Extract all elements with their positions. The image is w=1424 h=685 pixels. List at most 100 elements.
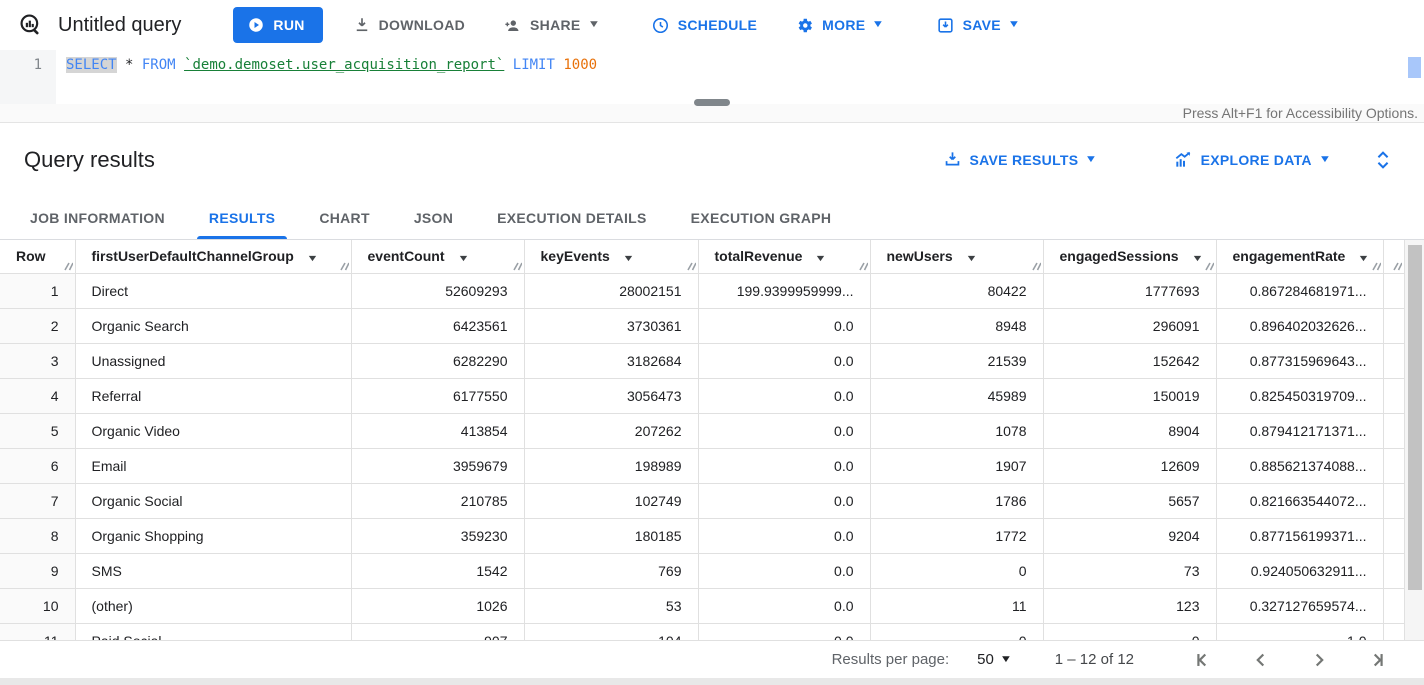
expand-collapse-button[interactable] xyxy=(1368,145,1398,175)
column-header-eventCount[interactable]: eventCount ▼ xyxy=(351,240,525,274)
table-cell: 73 xyxy=(1043,553,1217,589)
previous-page-button[interactable] xyxy=(1246,645,1276,675)
table-vertical-scrollbar[interactable] xyxy=(1404,240,1424,640)
tab-chart[interactable]: CHART xyxy=(319,209,370,226)
panel-resize-handle[interactable] xyxy=(694,99,730,106)
column-label: eventCount xyxy=(367,248,445,265)
tab-results[interactable]: RESULTS xyxy=(187,196,297,239)
table-cell: Direct xyxy=(75,273,352,309)
table-cell: 413854 xyxy=(351,413,525,449)
column-header-engagedSessions[interactable]: engagedSessions ▼ xyxy=(1043,240,1217,274)
table-cell: Organic Social xyxy=(75,483,352,519)
table-cell: 0.867284681971... xyxy=(1216,273,1384,309)
column-resize-handle[interactable] xyxy=(1369,261,1381,271)
table-cell: 21539 xyxy=(870,343,1044,379)
table-cell: 1078 xyxy=(870,413,1044,449)
table-cell xyxy=(1383,448,1405,484)
table-cell: 104 xyxy=(524,623,699,640)
table-cell: 0 xyxy=(1043,623,1217,640)
download-icon xyxy=(353,16,371,34)
column-label: engagedSessions xyxy=(1059,248,1179,265)
table-cell: 198989 xyxy=(524,448,699,484)
column-header-newUsers[interactable]: newUsers ▼ xyxy=(870,240,1044,274)
sort-caret-icon[interactable]: ▼ xyxy=(964,252,978,263)
table-cell: 0.0 xyxy=(698,623,871,640)
column-resize-handle[interactable] xyxy=(61,261,73,271)
table-cell: 0.924050632911... xyxy=(1216,553,1384,589)
table-cell: 210785 xyxy=(351,483,525,519)
sql-editor[interactable]: 1 SELECT * FROM `demo.demoset.user_acqui… xyxy=(0,50,1424,104)
sort-caret-icon[interactable]: ▼ xyxy=(1190,252,1204,263)
table-row: 2 Organic Search 6423561 3730361 0.0 8948 2960… xyxy=(0,308,1405,344)
next-page-button[interactable] xyxy=(1304,645,1334,675)
query-toolbar: Untitled query RUN DOWNLOAD SHARE ▼ SCHE… xyxy=(0,0,1424,50)
table-header-row: Row firstUserDefaultChannelGroup ▼ eventCou… xyxy=(0,240,1405,274)
save-results-button[interactable]: SAVE RESULTS ▼ xyxy=(931,142,1109,177)
table-cell: 102749 xyxy=(524,483,699,519)
explore-data-button[interactable]: EXPLORE DATA ▼ xyxy=(1161,142,1342,178)
column-label: keyEvents xyxy=(540,248,610,265)
table-cell: 28002151 xyxy=(524,273,699,309)
table-cell: 52609293 xyxy=(351,273,525,309)
sort-caret-icon[interactable]: ▼ xyxy=(814,252,828,263)
download-button[interactable]: DOWNLOAD xyxy=(341,8,477,42)
first-page-button[interactable] xyxy=(1188,645,1218,675)
row-number-cell: 11 xyxy=(0,623,76,640)
table-cell: 207262 xyxy=(524,413,699,449)
column-header-totalRevenue[interactable]: totalRevenue ▼ xyxy=(698,240,871,274)
table-cell: 0.0 xyxy=(698,413,871,449)
row-number-cell: 5 xyxy=(0,413,76,449)
table-cell: 45989 xyxy=(870,378,1044,414)
save-icon xyxy=(936,16,955,35)
table-scrollbar-thumb[interactable] xyxy=(1408,245,1422,590)
last-page-button[interactable] xyxy=(1362,645,1392,675)
sql-code-line[interactable]: SELECT * FROM `demo.demoset.user_acquisi… xyxy=(56,50,1424,104)
table-cell: 0 xyxy=(870,623,1044,640)
row-number-cell: 10 xyxy=(0,588,76,624)
table-cell: 0.877315969643... xyxy=(1216,343,1384,379)
run-button[interactable]: RUN xyxy=(233,7,323,43)
table-cell: SMS xyxy=(75,553,352,589)
table-cell xyxy=(1383,273,1405,309)
page-size-select[interactable]: 50 ▼ xyxy=(977,651,1013,668)
tab-json[interactable]: JSON xyxy=(413,209,454,226)
column-resize-handle[interactable] xyxy=(337,261,349,271)
column-resize-handle[interactable] xyxy=(510,261,522,271)
column-resize-handle[interactable] xyxy=(1390,261,1402,271)
column-header-filler xyxy=(1383,240,1405,274)
table-cell xyxy=(1383,378,1405,414)
column-label: totalRevenue xyxy=(714,248,803,265)
sort-caret-icon[interactable]: ▼ xyxy=(305,252,319,263)
save-button[interactable]: SAVE ▼ xyxy=(924,8,1032,43)
table-cell: 152642 xyxy=(1043,343,1217,379)
column-resize-handle[interactable] xyxy=(684,261,696,271)
table-cell: Email xyxy=(75,448,352,484)
pagination-bar: Results per page: 50 ▼ 1 – 12 of 12 xyxy=(0,640,1424,678)
column-resize-handle[interactable] xyxy=(856,261,868,271)
table-cell: 907 xyxy=(351,623,525,640)
chart-icon xyxy=(1173,150,1193,170)
chevron-down-icon: ▼ xyxy=(1007,19,1021,30)
tab-execution-details[interactable]: EXECUTION DETAILS xyxy=(497,209,647,226)
column-resize-handle[interactable] xyxy=(1029,261,1041,271)
share-button[interactable]: SHARE ▼ xyxy=(491,8,611,43)
row-number-cell: 3 xyxy=(0,343,76,379)
column-header-engagementRate[interactable]: engagementRate ▼ xyxy=(1216,240,1384,274)
sql-token-number: 1000 xyxy=(563,57,598,73)
column-resize-handle[interactable] xyxy=(1202,261,1214,271)
tab-job-information[interactable]: JOB INFORMATION xyxy=(30,209,165,226)
editor-scrollbar[interactable] xyxy=(1408,57,1421,78)
sql-token-keyword: FROM xyxy=(141,57,176,73)
table-cell: 359230 xyxy=(351,518,525,554)
sort-caret-icon[interactable]: ▼ xyxy=(456,252,470,263)
column-header-keyEvents[interactable]: keyEvents ▼ xyxy=(524,240,699,274)
column-header-firstUserDefaultChannelGroup[interactable]: firstUserDefaultChannelGroup ▼ xyxy=(75,240,352,274)
chevron-down-icon: ▼ xyxy=(587,19,601,30)
sql-token-table-link[interactable]: `demo.demoset.user_acquisition_report` xyxy=(184,57,505,73)
sort-caret-icon[interactable]: ▼ xyxy=(1357,252,1371,263)
more-button[interactable]: MORE ▼ xyxy=(783,8,895,43)
sort-caret-icon[interactable]: ▼ xyxy=(621,252,635,263)
tab-execution-graph[interactable]: EXECUTION GRAPH xyxy=(690,209,832,226)
column-label: firstUserDefaultChannelGroup xyxy=(91,248,294,265)
schedule-button[interactable]: SCHEDULE xyxy=(639,8,769,43)
